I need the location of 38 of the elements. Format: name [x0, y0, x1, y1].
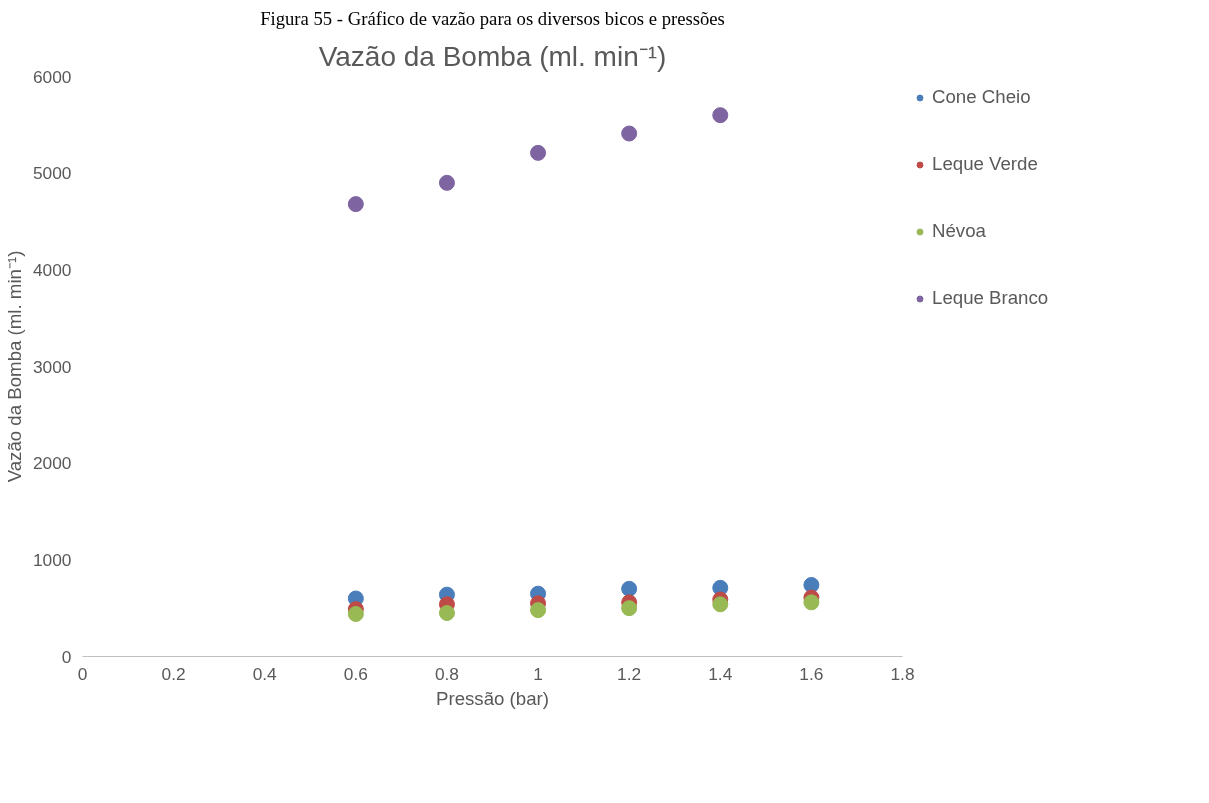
x-tick-label: 1.4: [708, 663, 733, 684]
x-axis-title: Pressão (bar): [435, 687, 550, 709]
point: [347, 196, 364, 213]
x-tick-label: 0: [77, 663, 88, 684]
text: Figura 55 - Gráfico de vazão para os diversos bicos e pressões: [260, 7, 725, 29]
point: [621, 580, 638, 597]
x-tick-label: 0.8: [434, 663, 459, 684]
point: [530, 144, 547, 161]
point: [621, 125, 638, 142]
legend-label: Leque Branco: [932, 287, 1049, 309]
y-tick-label: 2000: [32, 453, 72, 474]
point: [712, 596, 729, 613]
point: [803, 594, 820, 611]
x-tick-label: 1: [533, 663, 543, 684]
y-tick-label: 3000: [32, 356, 72, 377]
x-tick-label: 1.2: [617, 663, 642, 684]
point: [530, 602, 547, 619]
legend-label: Névoa: [932, 220, 986, 242]
point: [438, 605, 455, 621]
x-tick-label: 0.4: [252, 663, 278, 684]
y-tick-label: 1000: [32, 549, 72, 570]
legend-label: Leque Verde: [932, 153, 1038, 175]
point: [712, 107, 729, 124]
y-tick-label: 5000: [32, 163, 72, 184]
y-axis-title: Vazão da Bomba (ml. min⁻¹): [3, 250, 25, 483]
chart-title: Vazão da Bomba (ml. min⁻¹): [318, 40, 667, 72]
y-tick-label: 6000: [32, 66, 72, 87]
y-tick-label: 4000: [32, 259, 72, 280]
point: [803, 576, 820, 593]
y-tick-label: 0: [61, 646, 72, 667]
x-tick-label: 0.6: [343, 663, 368, 684]
legend-label: Cone Cheio: [932, 86, 1031, 108]
point: [621, 600, 638, 617]
x-tick-label: 0.2: [161, 663, 186, 684]
point: [438, 174, 455, 191]
point: [347, 605, 364, 622]
x-tick-label: 1.6: [799, 663, 824, 684]
x-tick-label: 1.8: [890, 663, 915, 684]
